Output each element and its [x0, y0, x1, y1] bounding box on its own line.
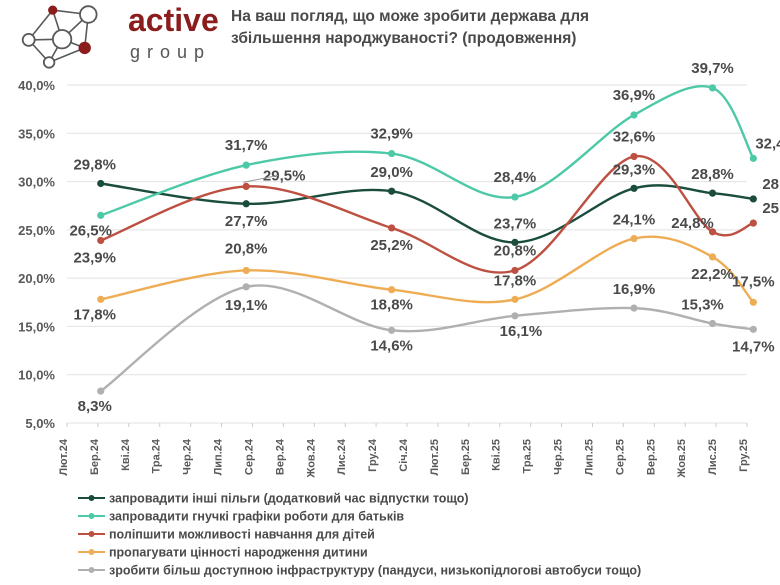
svg-text:28,2%: 28,2% — [762, 176, 780, 193]
svg-text:24,8%: 24,8% — [671, 215, 714, 232]
svg-text:Сер.25: Сер.25 — [614, 439, 626, 475]
svg-text:23,7%: 23,7% — [494, 215, 537, 232]
svg-text:32,4%: 32,4% — [755, 135, 780, 152]
svg-text:29,3%: 29,3% — [613, 161, 656, 178]
svg-text:Лис.24: Лис.24 — [336, 438, 348, 475]
svg-text:8,3%: 8,3% — [78, 398, 112, 415]
svg-text:17,8%: 17,8% — [73, 306, 116, 323]
svg-text:27,7%: 27,7% — [225, 213, 268, 230]
svg-text:25,0%: 25,0% — [18, 223, 55, 238]
svg-text:Лют.25: Лют.25 — [429, 439, 441, 476]
svg-text:Бер.24: Бер.24 — [89, 438, 101, 475]
svg-text:36,9%: 36,9% — [613, 87, 656, 104]
svg-text:Сер.24: Сер.24 — [243, 438, 255, 475]
svg-text:17,5%: 17,5% — [732, 273, 775, 290]
svg-text:Лис.25: Лис.25 — [707, 439, 719, 475]
svg-text:39,7%: 39,7% — [691, 60, 734, 77]
svg-text:Жов.25: Жов.25 — [676, 439, 688, 479]
svg-text:14,6%: 14,6% — [370, 337, 413, 354]
svg-text:Кві.25: Кві.25 — [491, 439, 503, 471]
svg-text:Чер.24: Чер.24 — [182, 438, 194, 475]
svg-text:29,5%: 29,5% — [263, 167, 306, 184]
svg-text:Тра.25: Тра.25 — [522, 439, 534, 473]
svg-text:28,8%: 28,8% — [691, 166, 734, 183]
svg-text:Бер.25: Бер.25 — [460, 439, 472, 475]
svg-text:20,0%: 20,0% — [18, 271, 55, 286]
svg-text:5,0%: 5,0% — [25, 416, 55, 431]
svg-text:35,0%: 35,0% — [18, 126, 55, 141]
svg-text:Вер.25: Вер.25 — [645, 439, 657, 475]
svg-text:40,0%: 40,0% — [18, 78, 55, 93]
svg-text:Лип.24: Лип.24 — [213, 438, 225, 475]
svg-text:19,1%: 19,1% — [225, 297, 268, 314]
svg-text:16,9%: 16,9% — [613, 281, 656, 298]
svg-text:Лют.24: Лют.24 — [58, 438, 70, 475]
svg-text:29,0%: 29,0% — [370, 164, 413, 181]
svg-text:Гру.25: Гру.25 — [738, 439, 750, 472]
svg-text:Кві.24: Кві.24 — [120, 438, 132, 471]
svg-text:Тра.24: Тра.24 — [151, 438, 163, 473]
svg-text:Лип.25: Лип.25 — [583, 439, 595, 475]
svg-text:15,0%: 15,0% — [18, 319, 55, 334]
svg-text:Гру.24: Гру.24 — [367, 438, 379, 472]
svg-text:30,0%: 30,0% — [18, 175, 55, 190]
svg-text:25,7%: 25,7% — [762, 200, 780, 217]
svg-text:Чер.25: Чер.25 — [553, 439, 565, 475]
svg-text:16,1%: 16,1% — [500, 323, 543, 340]
svg-text:20,8%: 20,8% — [494, 242, 537, 259]
svg-text:31,7%: 31,7% — [225, 137, 268, 154]
svg-text:32,9%: 32,9% — [370, 126, 413, 143]
svg-text:17,8%: 17,8% — [494, 272, 537, 289]
svg-text:Вер.24: Вер.24 — [274, 438, 286, 475]
svg-text:22,2%: 22,2% — [691, 266, 734, 283]
svg-text:10,0%: 10,0% — [18, 368, 55, 383]
svg-text:28,4%: 28,4% — [494, 169, 537, 186]
svg-text:Січ.24: Січ.24 — [398, 438, 410, 472]
svg-text:23,9%: 23,9% — [73, 249, 116, 266]
svg-text:25,2%: 25,2% — [370, 237, 413, 254]
svg-text:32,6%: 32,6% — [613, 128, 656, 145]
svg-text:14,7%: 14,7% — [732, 338, 775, 355]
svg-text:29,8%: 29,8% — [73, 157, 116, 174]
svg-text:20,8%: 20,8% — [225, 240, 268, 257]
svg-text:15,3%: 15,3% — [681, 297, 724, 314]
svg-text:18,8%: 18,8% — [370, 297, 413, 314]
svg-text:26,5%: 26,5% — [69, 222, 112, 239]
svg-text:Жов.24: Жов.24 — [305, 438, 317, 478]
svg-text:24,1%: 24,1% — [613, 212, 656, 229]
